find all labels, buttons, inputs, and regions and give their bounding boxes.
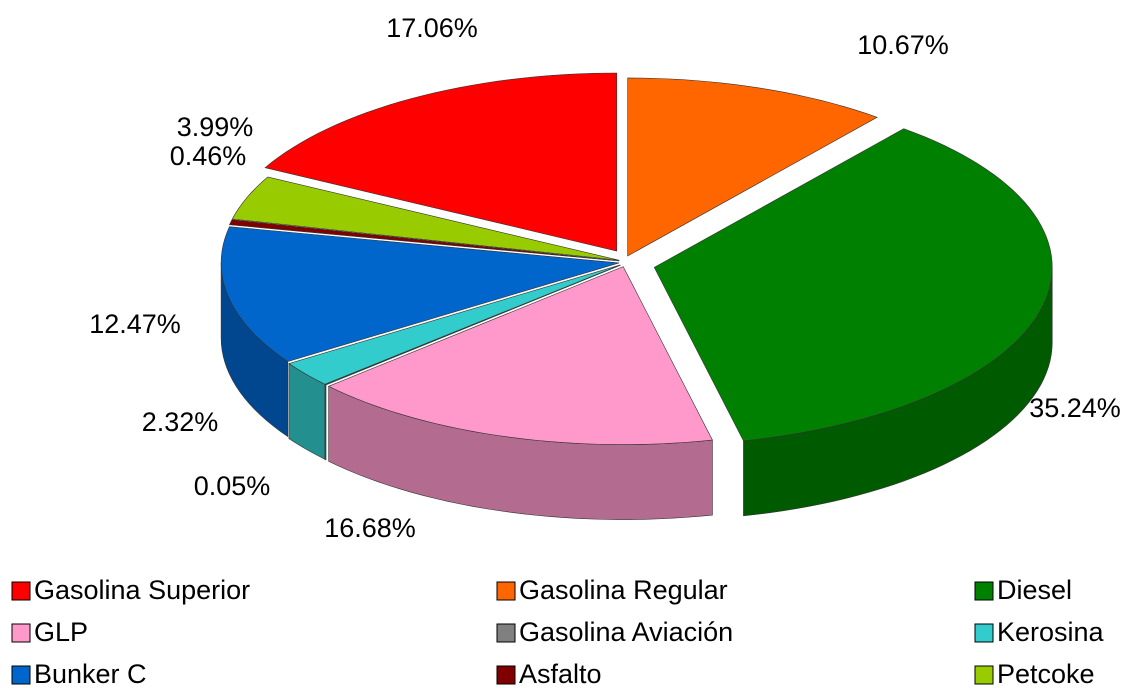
legend-label: GLP — [34, 617, 88, 647]
data-label: 35.24% — [1029, 393, 1121, 423]
data-label: 17.06% — [386, 13, 478, 43]
data-label: 10.67% — [857, 30, 949, 60]
legend-swatch — [11, 665, 31, 685]
legend-swatch — [974, 623, 994, 643]
legend-swatch — [496, 623, 516, 643]
slice — [653, 128, 1053, 442]
legend-label: Petcoke — [997, 659, 1095, 688]
legend-label: Diesel — [997, 575, 1072, 605]
data-label: 0.05% — [194, 471, 271, 501]
legend-swatch — [496, 581, 516, 601]
legend-swatch — [974, 581, 994, 601]
legend-label: Gasolina Superior — [34, 575, 250, 605]
data-label: 0.46% — [170, 141, 247, 171]
slice — [231, 176, 620, 261]
legend-label: Bunker C — [34, 659, 147, 688]
slice — [229, 219, 620, 262]
legend-label: Gasolina Aviación — [519, 617, 733, 647]
legend-label: Kerosina — [997, 617, 1105, 647]
slice — [324, 264, 621, 386]
data-label: 2.32% — [142, 407, 219, 437]
slice — [627, 77, 878, 257]
legend-swatch — [11, 623, 31, 643]
slice-side — [324, 384, 327, 461]
slice — [264, 72, 618, 252]
data-label: 12.47% — [89, 309, 181, 339]
legend-swatch — [496, 665, 516, 685]
slice — [220, 226, 620, 362]
slice — [288, 264, 621, 385]
legend-label: Gasolina Regular — [519, 575, 728, 605]
legend-swatch — [974, 665, 994, 685]
data-label: 16.68% — [324, 513, 416, 543]
slice — [327, 266, 713, 445]
legend-swatch — [11, 581, 31, 601]
data-label: 3.99% — [177, 112, 254, 142]
legend-label: Asfalto — [519, 659, 602, 688]
